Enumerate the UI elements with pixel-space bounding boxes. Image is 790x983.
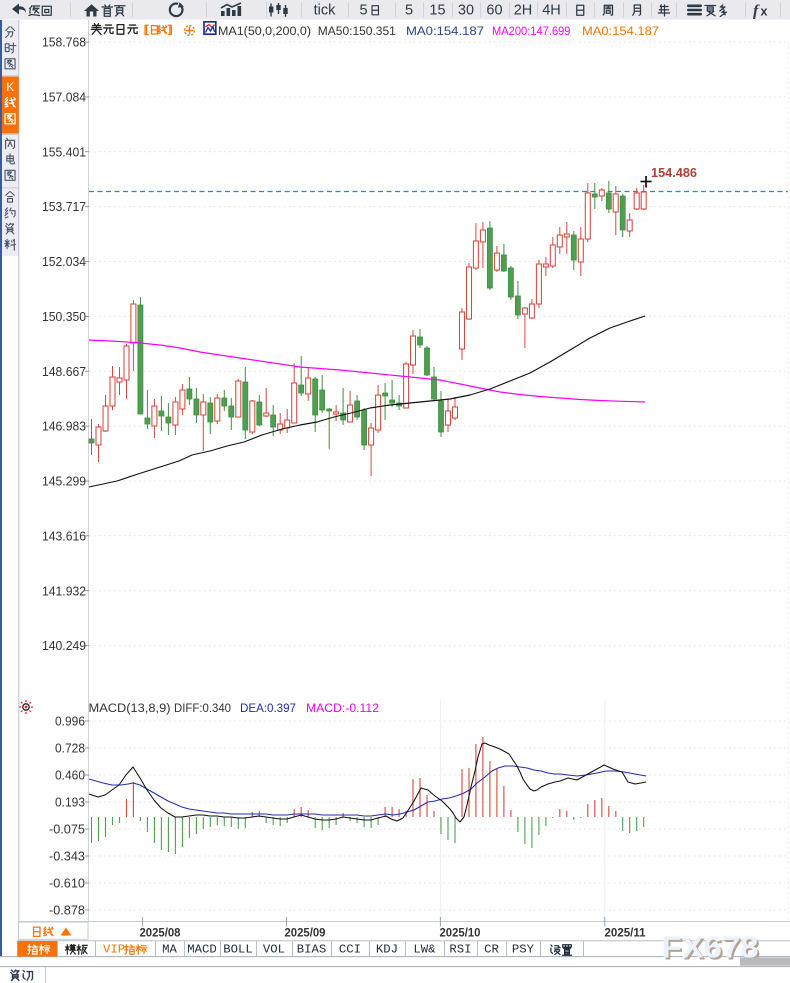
svg-text:155.401: 155.401 xyxy=(42,144,86,159)
svg-text:2025/11: 2025/11 xyxy=(605,926,646,940)
svg-text:157.084: 157.084 xyxy=(42,90,86,105)
svg-text:30: 30 xyxy=(458,3,474,19)
svg-text:15: 15 xyxy=(429,3,445,19)
svg-text:K: K xyxy=(6,80,14,94)
svg-text:-0.343: -0.343 xyxy=(49,849,85,864)
svg-text:150.350: 150.350 xyxy=(42,309,86,324)
svg-text:MACD(13,8,9): MACD(13,8,9) xyxy=(89,701,171,715)
svg-text:f: f xyxy=(753,3,760,20)
svg-text:158.768: 158.768 xyxy=(42,35,86,50)
svg-text:146.983: 146.983 xyxy=(42,419,86,434)
svg-text:MA200:147.699: MA200:147.699 xyxy=(492,24,571,38)
svg-text:0.728: 0.728 xyxy=(55,741,85,756)
svg-text:-0.610: -0.610 xyxy=(49,876,85,891)
svg-text:x: x xyxy=(761,5,768,19)
svg-text:145.299: 145.299 xyxy=(42,474,86,489)
svg-text:MA50:150.351: MA50:150.351 xyxy=(318,24,396,38)
svg-text:0.460: 0.460 xyxy=(55,768,85,783)
svg-text:153.717: 153.717 xyxy=(42,199,86,214)
svg-text:MA: MA xyxy=(162,943,177,957)
svg-text:KDJ: KDJ xyxy=(376,943,398,957)
svg-text:2025/10: 2025/10 xyxy=(440,926,481,940)
svg-text:-0.878: -0.878 xyxy=(49,903,85,918)
svg-text:CCI: CCI xyxy=(339,943,361,957)
svg-text:MA0:154.187: MA0:154.187 xyxy=(406,24,484,38)
svg-text:PSY: PSY xyxy=(512,943,535,957)
svg-text:BIAS: BIAS xyxy=(297,943,327,957)
svg-text:VOL: VOL xyxy=(263,943,285,957)
svg-text:60: 60 xyxy=(486,3,502,19)
svg-text:DEA:0.397: DEA:0.397 xyxy=(240,701,296,715)
svg-text:CR: CR xyxy=(484,943,499,957)
svg-text:2H: 2H xyxy=(514,3,533,19)
svg-text:5: 5 xyxy=(359,3,367,19)
svg-text:MACD: MACD xyxy=(187,943,217,957)
svg-text:148.667: 148.667 xyxy=(42,364,86,379)
svg-text:BOLL: BOLL xyxy=(223,943,253,957)
svg-text:LW&: LW& xyxy=(413,943,436,957)
svg-text:5: 5 xyxy=(405,3,413,19)
svg-text:0.996: 0.996 xyxy=(55,714,85,729)
svg-text:152.034: 152.034 xyxy=(42,254,86,269)
svg-text:MACD:-0.112: MACD:-0.112 xyxy=(306,701,379,715)
svg-text:2025/09: 2025/09 xyxy=(285,926,326,940)
svg-text:143.616: 143.616 xyxy=(42,528,86,543)
svg-text:141.932: 141.932 xyxy=(42,583,86,598)
svg-text:0.193: 0.193 xyxy=(55,795,85,810)
svg-text:154.486: 154.486 xyxy=(651,165,697,180)
svg-text:140.249: 140.249 xyxy=(42,638,86,653)
svg-text:RSI: RSI xyxy=(449,943,471,957)
svg-text:-0.075: -0.075 xyxy=(49,822,85,837)
svg-text:4H: 4H xyxy=(542,3,561,19)
svg-text:2025/08: 2025/08 xyxy=(140,926,181,940)
svg-text:MA1(50,0,200,0): MA1(50,0,200,0) xyxy=(218,24,311,38)
svg-text:VIP: VIP xyxy=(103,943,125,957)
svg-text:DIFF:0.340: DIFF:0.340 xyxy=(174,701,231,715)
svg-text:tick: tick xyxy=(314,3,337,19)
svg-text:MA0:154.187: MA0:154.187 xyxy=(582,24,659,38)
